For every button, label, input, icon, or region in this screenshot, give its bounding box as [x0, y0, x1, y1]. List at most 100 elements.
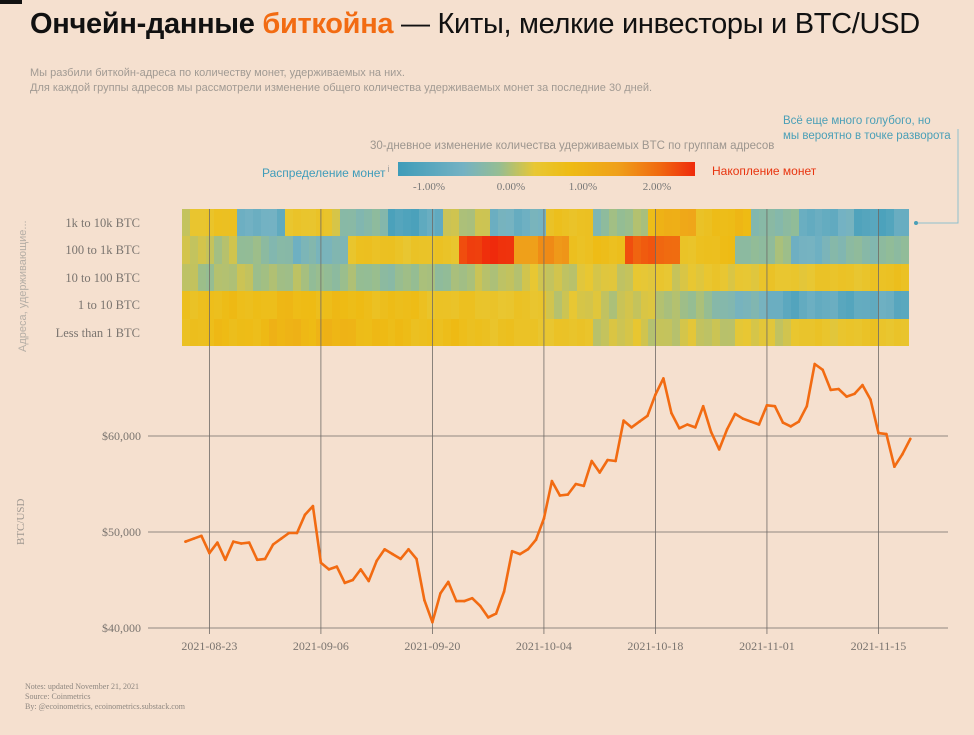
data-point: [678, 427, 681, 430]
data-point: [861, 383, 864, 387]
heatmap-cell: [735, 291, 744, 319]
data-point: [877, 431, 880, 435]
heatmap-row-label: 1k to 10k BTC: [65, 216, 140, 230]
data-point: [240, 542, 243, 545]
heatmap-cell: [688, 263, 696, 292]
heatmap-cell: [355, 263, 364, 292]
data-point: [343, 581, 347, 585]
heatmap-cell: [767, 209, 775, 237]
x-tick-label: 2021-09-20: [404, 639, 460, 653]
info-icon[interactable]: i: [387, 164, 390, 174]
data-point: [383, 548, 386, 551]
heatmap-cell: [379, 209, 388, 237]
heatmap-cell: [284, 291, 293, 319]
heatmap-cell: [308, 318, 317, 346]
heatmap-cell: [553, 263, 562, 292]
heatmap-cell: [474, 236, 483, 264]
heatmap-cell: [616, 209, 625, 237]
legend-tick: 0.00%: [496, 181, 526, 193]
heatmap-cell: [719, 291, 728, 319]
btc-price-line: [184, 362, 912, 624]
heatmap-cell: [482, 236, 491, 264]
heatmap-cell: [648, 318, 657, 346]
heatmap-cell: [490, 263, 499, 292]
heatmap-cell: [553, 318, 562, 346]
heatmap-cell: [601, 291, 609, 319]
heatmap-cell: [324, 236, 333, 264]
heatmap-cell: [695, 318, 704, 346]
heatmap-cell: [656, 263, 665, 292]
heatmap-cell: [340, 318, 349, 346]
heatmap-row: [182, 236, 910, 264]
heatmap-cell: [261, 263, 269, 292]
data-point: [614, 459, 617, 463]
data-point: [208, 551, 211, 555]
heatmap-cell: [379, 291, 388, 319]
heatmap-cell: [268, 291, 277, 319]
heatmap-cell: [427, 263, 435, 292]
heatmap-cell: [632, 318, 641, 346]
heatmap-cell: [751, 291, 760, 319]
heatmap-cell: [458, 209, 467, 237]
subtitle-line-1: Мы разбили биткойн-адреса по количеству …: [30, 67, 405, 79]
heatmap-cell: [411, 263, 420, 292]
heatmap-cell: [197, 318, 206, 346]
heatmap-cell: [640, 209, 649, 237]
data-point: [765, 404, 769, 407]
heatmap-cell: [411, 236, 420, 264]
subtitle-line-2: Для каждой группы адресов мы рассмотрели…: [30, 82, 653, 94]
heatmap-row-label: 1 to 10 BTC: [77, 298, 140, 312]
data-point: [797, 420, 801, 423]
heatmap-cell: [608, 291, 617, 319]
heatmap-cell: [814, 263, 823, 292]
data-point: [773, 404, 777, 408]
heatmap-cell: [814, 291, 823, 319]
heatmap-cell: [221, 318, 230, 346]
heatmap-cell: [577, 209, 586, 237]
heatmap-cell: [213, 263, 222, 292]
heatmap-cell: [664, 209, 673, 237]
heatmap-cell: [450, 236, 459, 264]
heatmap-cell: [506, 291, 515, 319]
heatmap-cell: [561, 263, 570, 292]
heatmap-cell: [838, 291, 847, 319]
heatmap-cell: [395, 209, 404, 237]
chart-notes: Notes: updated November 21, 2021 Source:…: [25, 682, 185, 712]
heatmap-cell: [727, 209, 736, 237]
heatmap-cell: [711, 263, 720, 292]
heatmap-cell: [506, 236, 515, 264]
heatmap-cell: [545, 318, 554, 346]
heatmap-cell: [276, 209, 285, 237]
heatmap-cell: [292, 209, 301, 237]
heatmap-cell: [877, 291, 886, 319]
heatmap-cell: [553, 209, 562, 237]
heatmap-cell: [514, 291, 522, 319]
heatmap-cell: [711, 318, 720, 346]
data-point: [558, 494, 562, 497]
heatmap-cell: [751, 209, 760, 237]
heatmap-cell: [616, 291, 625, 319]
heatmap-cell: [751, 236, 760, 264]
data-point: [885, 432, 888, 436]
heatmap-cell: [521, 236, 530, 264]
heatmap-cell: [268, 318, 277, 346]
heatmap-cell: [901, 263, 910, 292]
heatmap-cell: [830, 236, 839, 264]
y-tick-label: $40,000: [102, 621, 141, 635]
heatmap-cell: [585, 291, 594, 319]
heatmap-cell: [569, 291, 578, 319]
heatmap-row: [182, 209, 910, 237]
heatmap-cell: [189, 291, 198, 319]
heatmap-cell: [348, 318, 356, 346]
heatmap-cell: [806, 209, 815, 237]
heatmap-cell: [182, 236, 190, 264]
heatmap-cell: [348, 291, 356, 319]
heatmap-cell: [213, 209, 222, 237]
heatmap-cell: [846, 236, 855, 264]
heatmap-cell: [427, 209, 435, 237]
heatmap-cell: [688, 291, 696, 319]
data-point: [542, 517, 546, 520]
heatmap-cell: [743, 236, 752, 264]
heatmap-cell: [474, 263, 483, 292]
